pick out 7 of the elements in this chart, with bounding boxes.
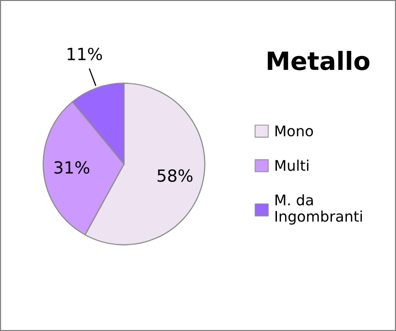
legend-label: Multi [276,160,308,171]
data-label: 58% [158,169,192,182]
data-label: 11% [68,48,102,60]
chart-title: Metallo [268,50,370,70]
legend-label: Mono [276,126,313,136]
data-label: 31% [54,161,90,174]
legend-label: M. da Ingombranti [276,194,362,225]
